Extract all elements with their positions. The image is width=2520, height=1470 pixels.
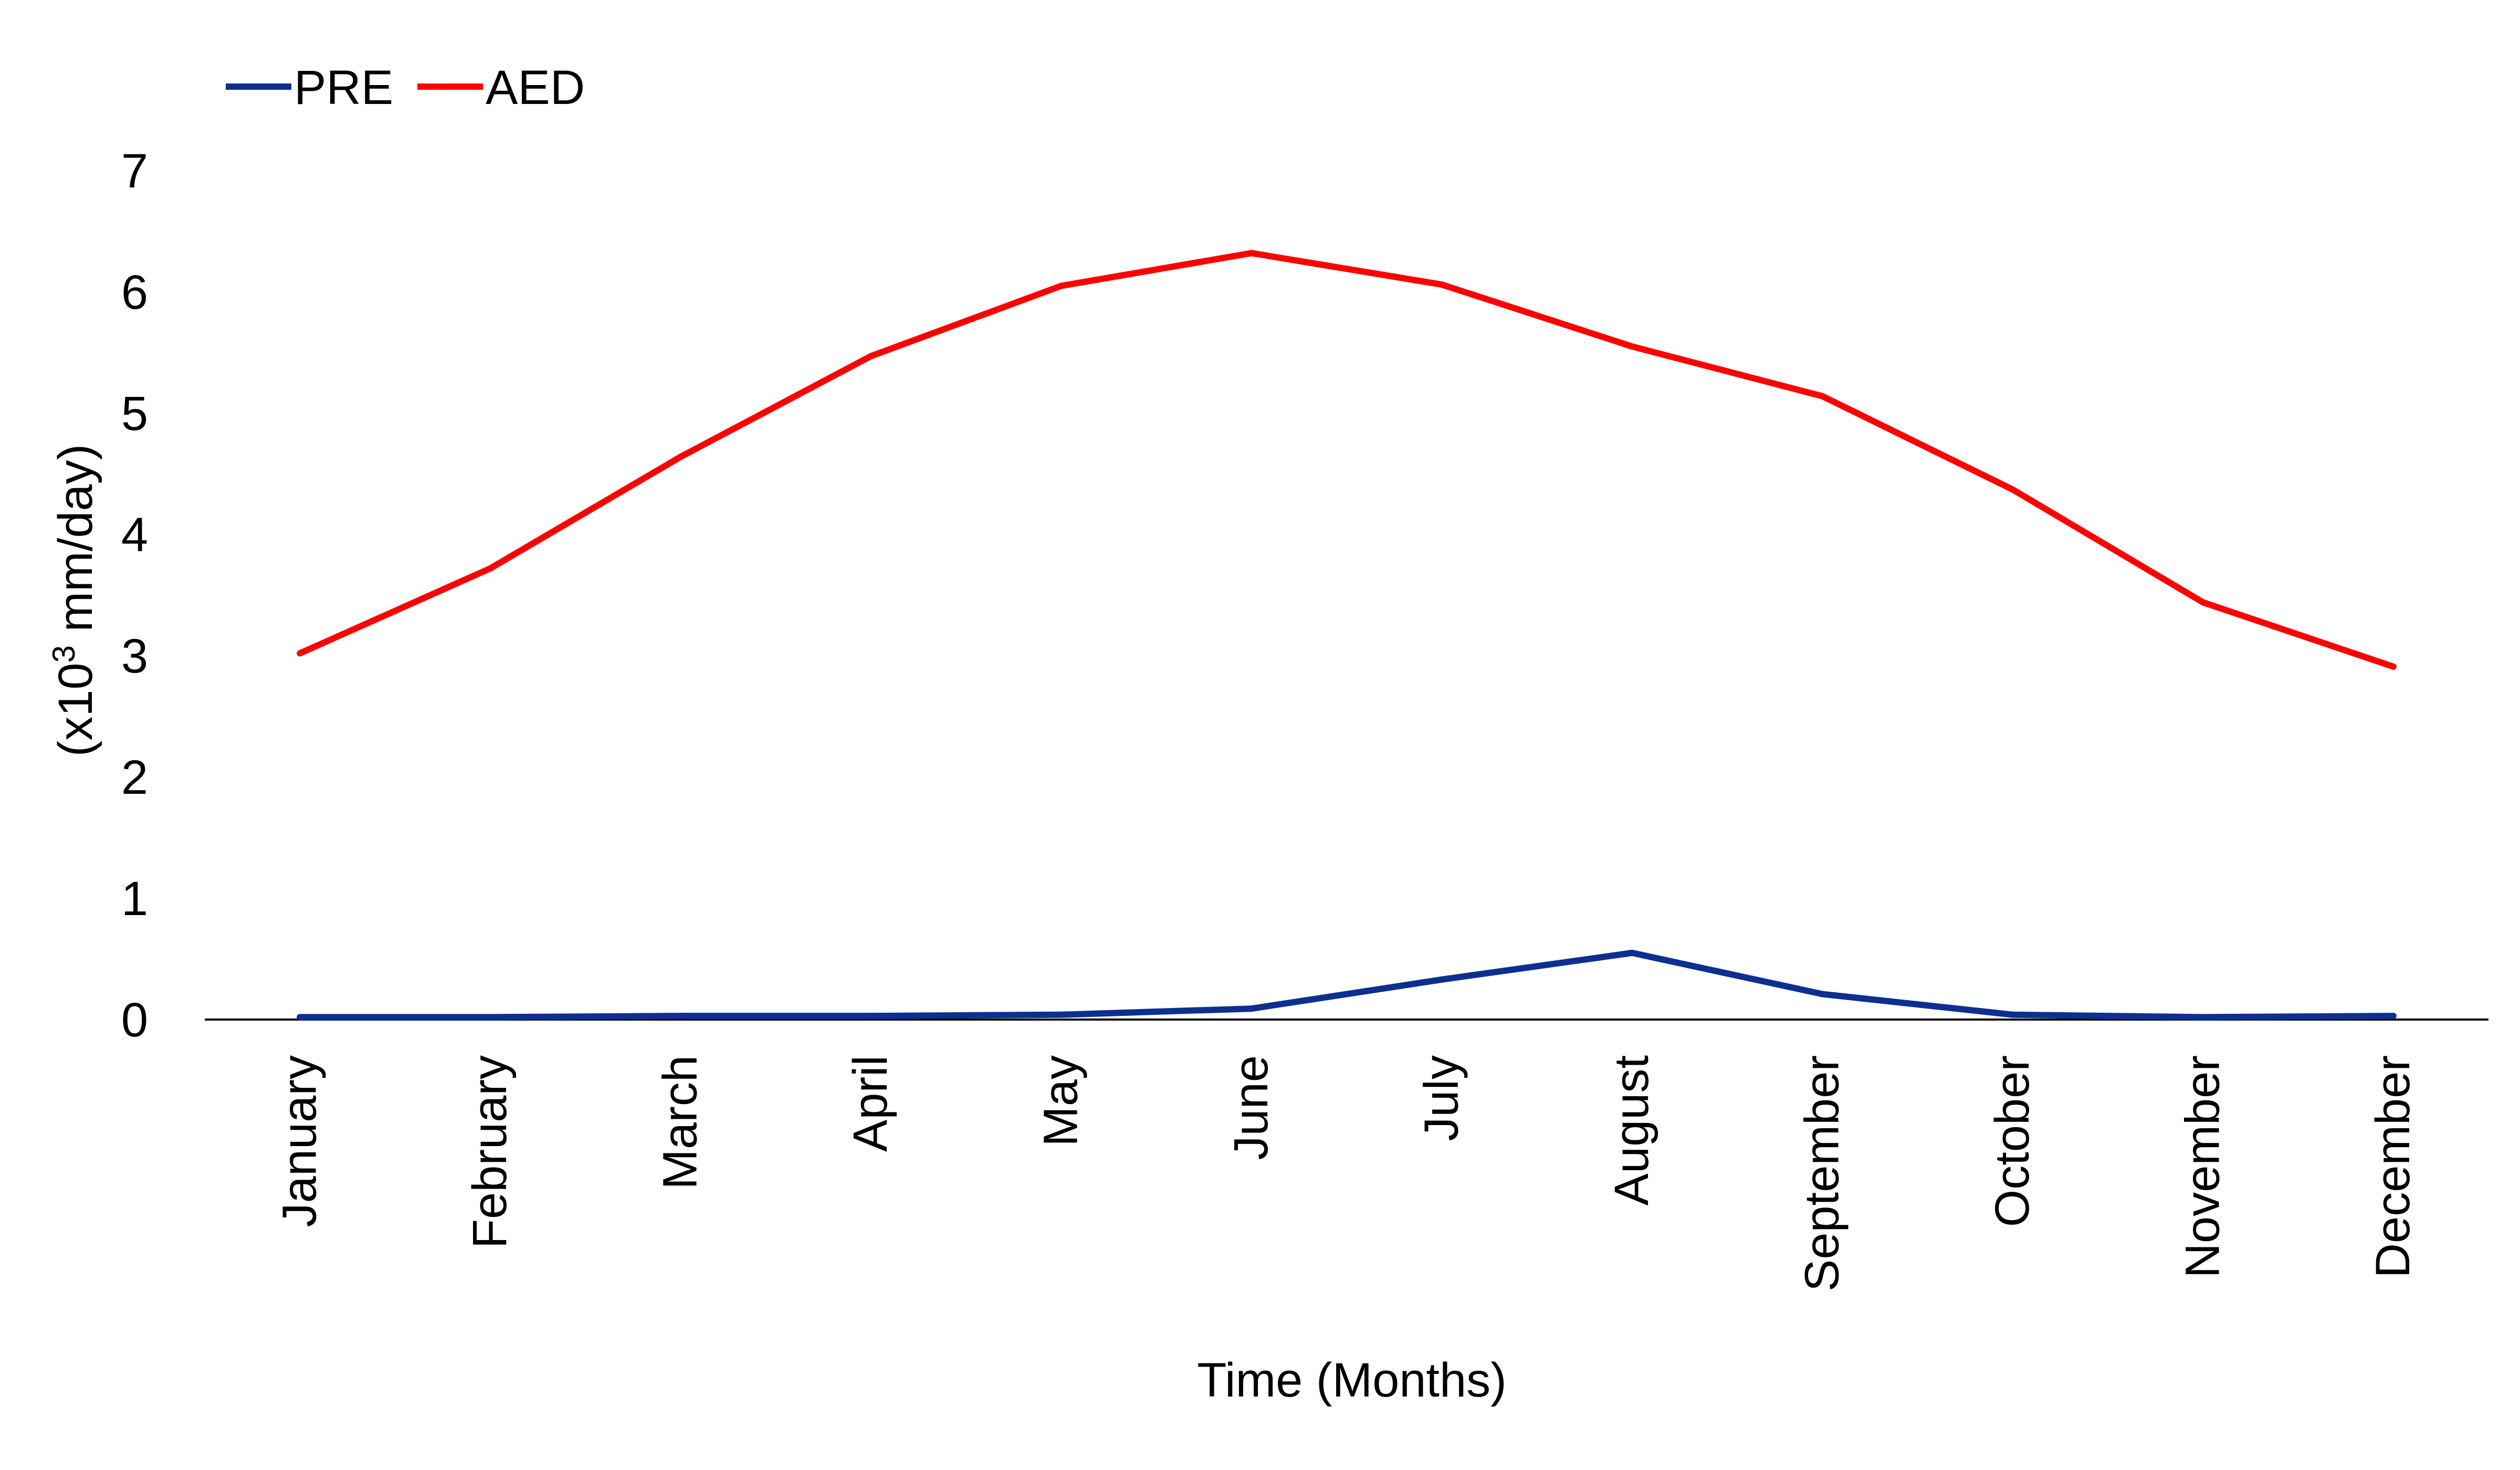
data-point-pre: [487, 1014, 494, 1021]
data-point-aed: [1058, 282, 1065, 289]
y-tick-label: 5: [121, 387, 148, 440]
y-tick-label: 7: [121, 144, 148, 198]
data-point-pre: [297, 1014, 303, 1021]
y-axis-title-prefix: (x10: [49, 663, 102, 757]
data-point-aed: [2390, 663, 2397, 670]
x-tick-label: December: [2366, 1055, 2420, 1278]
data-point-aed: [2009, 486, 2016, 493]
data-point-aed: [487, 565, 494, 572]
series-line-aed: [297, 250, 2397, 670]
y-tick-label: 3: [121, 629, 148, 683]
x-axis-title: Time (Months): [1197, 1353, 1507, 1407]
x-tick-label: September: [1795, 1055, 1849, 1292]
series-lines: [297, 250, 2397, 1021]
data-point-aed: [1438, 281, 1445, 288]
data-point-pre: [2390, 1013, 2397, 1020]
x-tick-label: February: [463, 1055, 517, 1248]
y-tick-label: 4: [121, 508, 148, 562]
data-point-pre: [1819, 991, 1826, 998]
data-point-pre: [1629, 949, 1635, 956]
data-point-aed: [1629, 343, 1635, 350]
data-point-pre: [677, 1013, 684, 1020]
x-tick-label: April: [844, 1055, 897, 1152]
data-point-aed: [867, 353, 874, 360]
x-tick-label: October: [1986, 1055, 2039, 1227]
y-tick-label: 2: [121, 751, 148, 804]
data-point-pre: [1438, 976, 1445, 983]
data-point-pre: [867, 1013, 874, 1020]
x-tick-label: January: [272, 1055, 326, 1227]
x-tick-label: August: [1605, 1055, 1658, 1205]
y-axis-title-suffix: mm/day): [49, 444, 102, 645]
x-tick-label: March: [653, 1055, 707, 1190]
data-point-aed: [1819, 393, 1826, 400]
series-line-pre: [297, 950, 2397, 1021]
legend-label-aed: AED: [486, 61, 585, 114]
data-point-pre: [1058, 1011, 1065, 1018]
y-tick-label: 0: [121, 993, 148, 1047]
data-point-aed: [1248, 250, 1255, 257]
data-point-aed: [297, 650, 303, 657]
x-tick-label: May: [1034, 1055, 1087, 1147]
x-tick-label: November: [2176, 1055, 2229, 1278]
x-axis-tick-labels: January February March April May June July Augu…: [272, 1055, 2420, 1292]
y-tick-label: 6: [121, 266, 148, 319]
data-point-aed: [677, 454, 684, 460]
x-tick-label: July: [1414, 1055, 1468, 1141]
data-point-pre: [2200, 1014, 2207, 1021]
legend-label-pre: PRE: [294, 61, 393, 114]
x-tick-label: June: [1224, 1055, 1278, 1160]
data-point-pre: [2009, 1011, 2016, 1018]
y-axis-title-superscript: 3: [46, 645, 81, 663]
y-axis-tick-labels: 0 1 2 3 4 5 6 7: [121, 144, 148, 1047]
y-axis-title: (x103 mm/day): [46, 444, 103, 757]
data-point-pre: [1248, 1005, 1255, 1012]
legend: PRE AED: [226, 61, 585, 114]
y-tick-label: 1: [121, 872, 148, 926]
data-point-aed: [2200, 599, 2207, 606]
